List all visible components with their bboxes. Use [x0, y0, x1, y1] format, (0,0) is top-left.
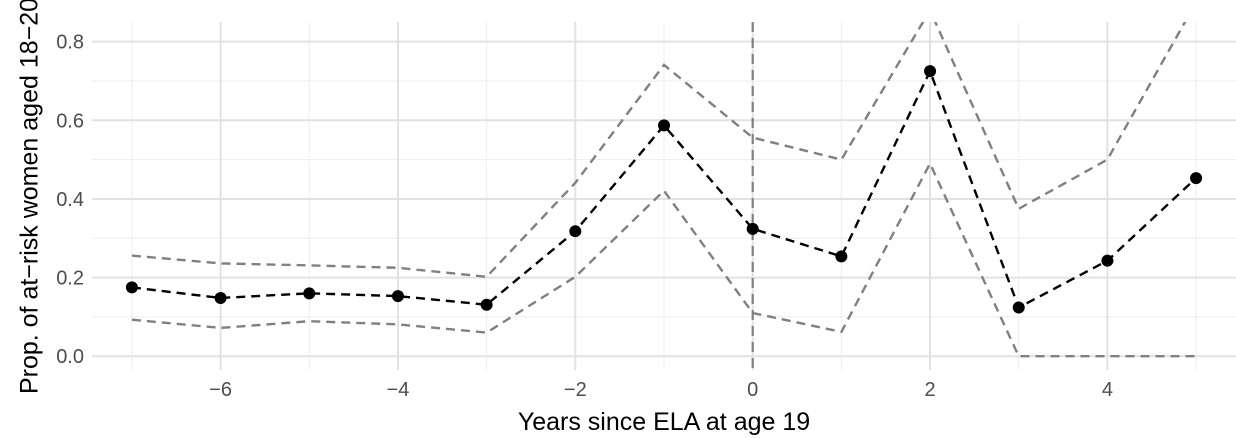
major-gridlines	[92, 22, 1236, 370]
x-tick-label: −2	[564, 379, 587, 401]
x-tick-label: 0	[747, 379, 758, 401]
data-point	[924, 65, 937, 78]
x-tick-label: −6	[209, 379, 232, 401]
y-tick-label: 0.0	[56, 346, 84, 368]
data-point	[125, 281, 138, 294]
data-point	[658, 119, 670, 132]
data-point	[1101, 254, 1114, 267]
data-point	[1012, 301, 1025, 314]
data-point	[1190, 172, 1203, 185]
y-tick-label: 0.2	[56, 268, 84, 290]
data-point	[303, 287, 316, 300]
upper-bound-line	[131, 22, 1187, 279]
series-layer	[125, 22, 1203, 370]
data-point	[480, 298, 493, 311]
data-point	[214, 292, 227, 305]
x-tick-label: 4	[1102, 379, 1113, 401]
y-tick-label: 0.4	[56, 189, 84, 211]
x-axis-title: Years since ELA at age 19	[518, 408, 810, 436]
data-point	[746, 222, 759, 235]
y-tick-label: 0.6	[56, 110, 84, 132]
data-point	[391, 290, 404, 303]
tick-labels: −6 −4 −2 0 2 4 0.0 0.2 0.4 0.6 0.8	[56, 32, 1113, 401]
data-point	[835, 250, 848, 263]
x-tick-label: 2	[924, 379, 935, 401]
data-point	[569, 225, 582, 238]
y-tick-label: 0.8	[56, 32, 84, 54]
x-tick-label: −4	[387, 379, 410, 401]
minor-gridlines	[92, 22, 1236, 370]
y-axis-title: Prop. of at−risk women aged 18−20	[16, 0, 44, 394]
